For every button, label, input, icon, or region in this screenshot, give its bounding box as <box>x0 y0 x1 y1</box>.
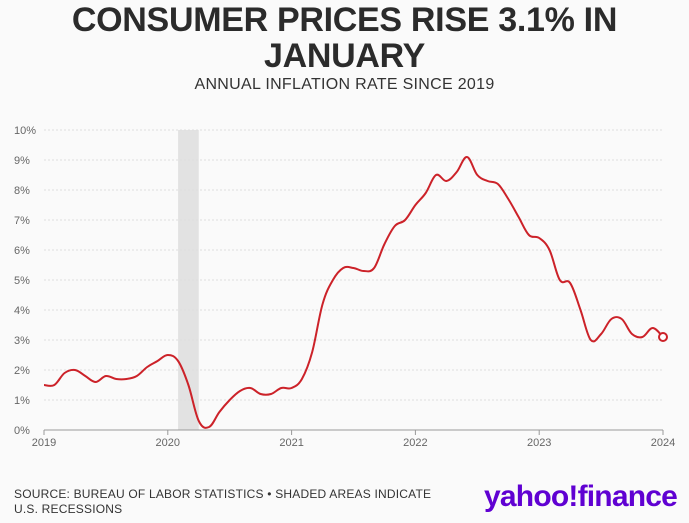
y-tick-label: 7% <box>14 215 30 227</box>
y-tick-label: 4% <box>14 305 30 317</box>
y-tick-label: 8% <box>14 185 30 197</box>
latest-value-marker <box>658 332 668 342</box>
series-layer <box>43 156 668 429</box>
y-axis-ticks: 0% 1% 2% 3% 4% 5% 6% 7% 8% 9% 10% <box>14 125 36 437</box>
x-tick-label: 2022 <box>403 437 427 449</box>
y-tick-label: 9% <box>14 155 30 167</box>
y-tick-label: 0% <box>14 425 30 437</box>
source-note: SOURCE: BUREAU OF LABOR STATISTICS • SHA… <box>14 487 432 516</box>
y-tick-label: 10% <box>14 125 36 137</box>
x-tick-label: 2019 <box>32 437 56 449</box>
x-tick-label: 2021 <box>279 437 303 449</box>
gridlines <box>44 129 663 431</box>
y-tick-label: 6% <box>14 245 30 257</box>
inflation-line-chart: 0% 1% 2% 3% 4% 5% 6% 7% 8% 9% 10% 2019 2020 2021 2022… <box>14 125 675 449</box>
inflation-series-line <box>43 156 664 429</box>
x-tick-label: 2020 <box>156 437 180 449</box>
y-tick-label: 5% <box>14 275 30 287</box>
chart-subtitle: ANNUAL INFLATION RATE SINCE 2019 <box>194 76 495 93</box>
x-axis-ticks: 2019 2020 2021 2022 2023 2024 <box>32 429 675 449</box>
chart-title: CONSUMER PRICES RISE 3.1% IN JANUARY <box>71 1 618 75</box>
x-tick-label: 2024 <box>651 437 675 449</box>
y-tick-label: 1% <box>14 395 30 407</box>
y-tick-label: 3% <box>14 335 30 347</box>
yahoo-finance-logo: yahoo!finance <box>484 480 678 513</box>
x-tick-label: 2023 <box>527 437 551 449</box>
y-tick-label: 2% <box>14 365 30 377</box>
